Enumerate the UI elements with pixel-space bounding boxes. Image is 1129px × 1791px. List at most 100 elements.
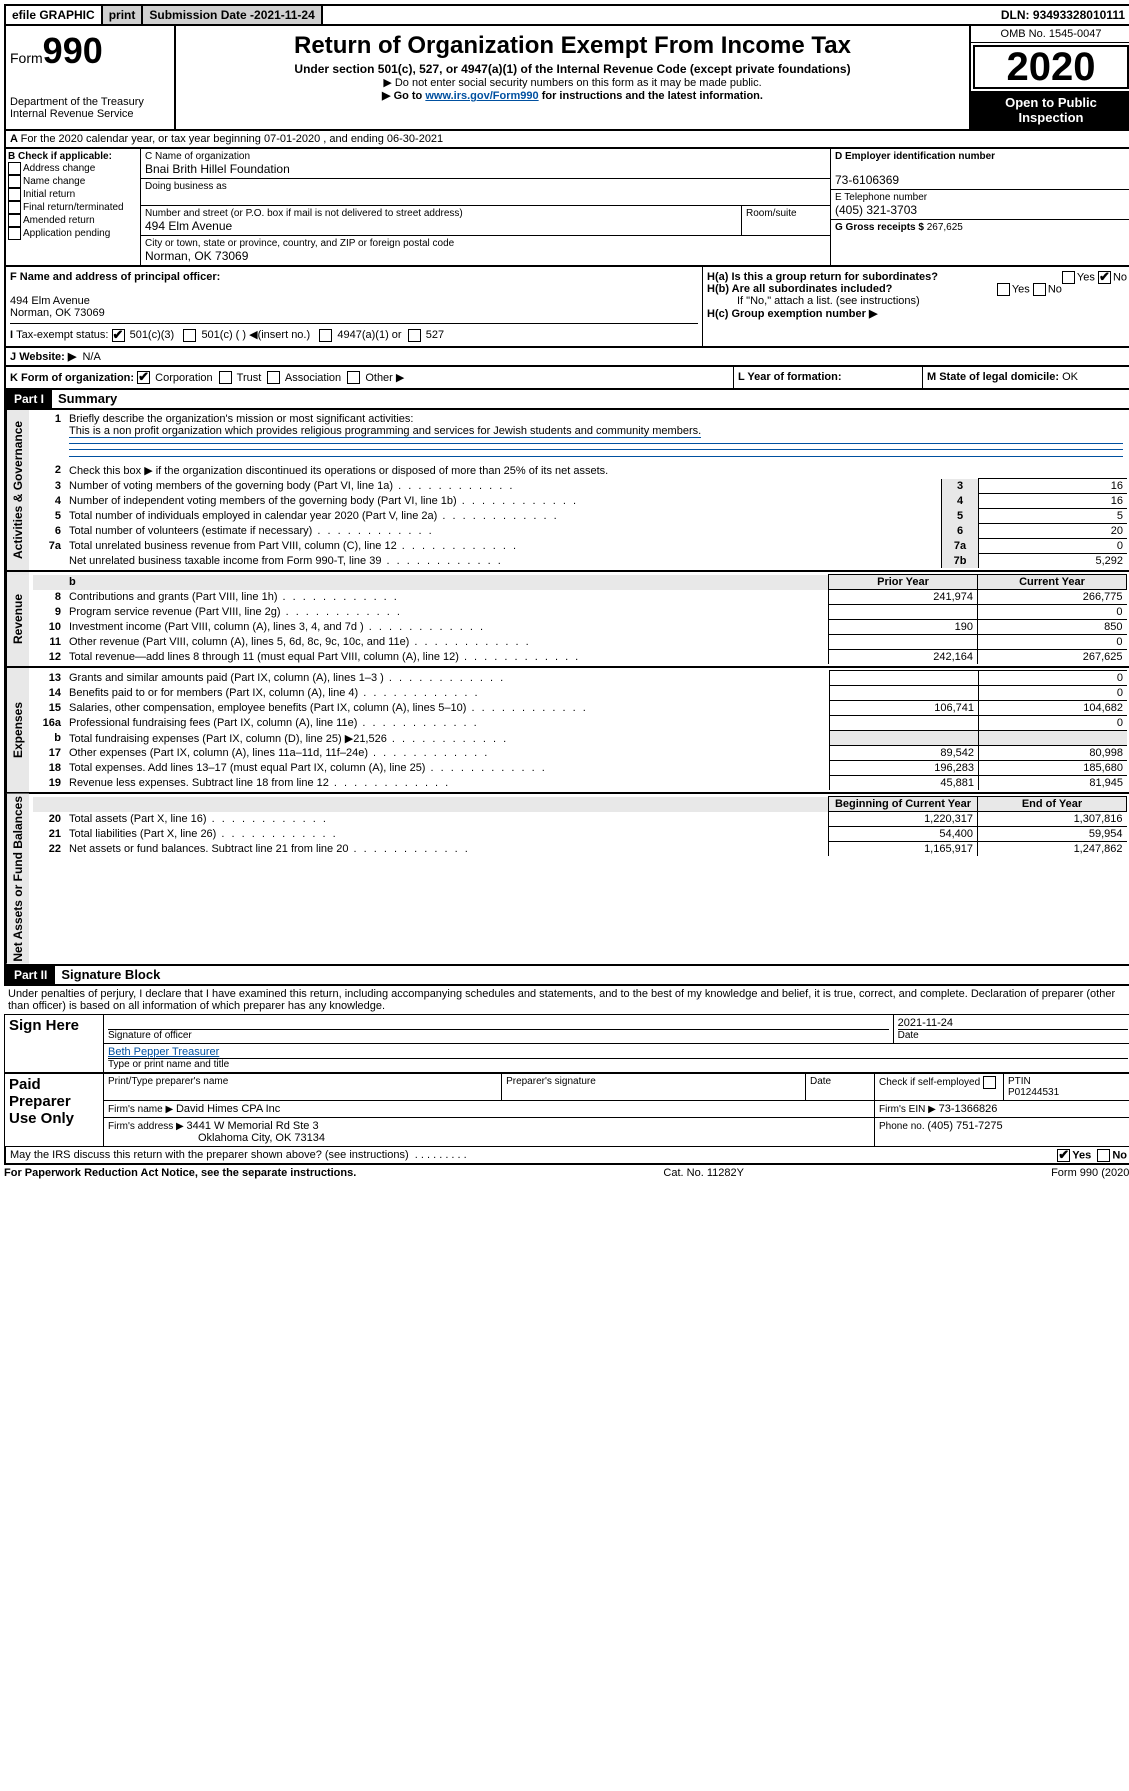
line-j-website: J Website: ▶ N/A — [4, 348, 1129, 367]
top-bar: efile GRAPHIC print Submission Date - 20… — [4, 4, 1129, 26]
phone-value: (405) 321-3703 — [835, 203, 917, 217]
page-footer: For Paperwork Reduction Act Notice, see … — [4, 1165, 1129, 1181]
data-row: 5Total number of individuals employed in… — [33, 509, 1127, 524]
cb-final-return[interactable] — [8, 201, 21, 214]
preparer-table: Paid Preparer Use Only Print/Type prepar… — [4, 1073, 1129, 1147]
firm-name: David Himes CPA Inc — [176, 1103, 280, 1115]
cb-ha-yes[interactable] — [1062, 271, 1075, 284]
cb-initial-return[interactable] — [8, 188, 21, 201]
cb-amended[interactable] — [8, 214, 21, 227]
cb-trust[interactable] — [219, 371, 232, 384]
ein-value: 73-6106369 — [835, 173, 899, 187]
sign-here-label: Sign Here — [5, 1014, 104, 1072]
part1-governance: Activities & Governance 1Briefly describ… — [4, 410, 1129, 572]
part1-expenses: Expenses 13Grants and similar amounts pa… — [4, 668, 1129, 794]
side-netassets: Net Assets or Fund Balances — [6, 794, 29, 964]
cb-527[interactable] — [408, 329, 421, 342]
data-row: 13Grants and similar amounts paid (Part … — [33, 671, 1127, 686]
irs-label: Internal Revenue Service — [10, 108, 170, 120]
data-row: bTotal fundraising expenses (Part IX, co… — [33, 731, 1127, 746]
box-b: B Check if applicable: Address change Na… — [6, 149, 141, 265]
cb-self-employed[interactable] — [983, 1076, 996, 1089]
irs-link[interactable]: www.irs.gov/Form990 — [425, 90, 538, 102]
line-a-tax-year: A For the 2020 calendar year, or tax yea… — [4, 131, 1129, 149]
submission-date: Submission Date - 2021-11-24 — [143, 6, 322, 24]
cb-discuss-no[interactable] — [1097, 1149, 1110, 1162]
cb-501c[interactable] — [183, 329, 196, 342]
dept-treasury: Department of the Treasury — [10, 96, 170, 108]
org-name: Bnai Brith Hillel Foundation — [145, 162, 290, 176]
ptin-value: P01244531 — [1008, 1087, 1059, 1098]
officer-name-link[interactable]: Beth Pepper Treasurer — [108, 1046, 219, 1058]
cb-app-pending[interactable] — [8, 227, 21, 240]
officer-addr2: Norman, OK 73069 — [10, 307, 105, 319]
open-public-badge: Open to Public Inspection — [971, 91, 1129, 129]
data-row: 9Program service revenue (Part VIII, lin… — [33, 605, 1127, 620]
data-row: 3Number of voting members of the governi… — [33, 479, 1127, 494]
cb-ha-no[interactable] — [1098, 271, 1111, 284]
box-c: C Name of organizationBnai Brith Hillel … — [141, 149, 830, 265]
data-row: 18Total expenses. Add lines 13–17 (must … — [33, 761, 1127, 776]
subtitle-2: ▶ Do not enter social security numbers o… — [180, 76, 965, 89]
paid-preparer-label: Paid Preparer Use Only — [5, 1073, 104, 1146]
form-number: Form990 — [10, 30, 170, 72]
mission-text: This is a non profit organization which … — [69, 425, 701, 438]
form-title: Return of Organization Exempt From Incom… — [180, 32, 965, 60]
efile-label: efile GRAPHIC — [6, 6, 103, 24]
cb-discuss-yes[interactable] — [1057, 1149, 1070, 1162]
firm-addr: 3441 W Memorial Rd Ste 3 — [187, 1120, 319, 1132]
data-row: 14Benefits paid to or for members (Part … — [33, 686, 1127, 701]
cb-hb-yes[interactable] — [997, 283, 1010, 296]
signature-table: Sign Here Signature of officer 2021-11-2… — [4, 1014, 1129, 1073]
data-row: 21Total liabilities (Part X, line 26)54,… — [33, 827, 1127, 842]
section-bcdeg: B Check if applicable: Address change Na… — [4, 149, 1129, 267]
part1-header: Part ISummary — [4, 390, 1129, 410]
discuss-row: May the IRS discuss this return with the… — [4, 1147, 1129, 1165]
dln: DLN: 93493328010111 — [995, 6, 1129, 24]
cb-4947[interactable] — [319, 329, 332, 342]
data-row: 6Total number of volunteers (estimate if… — [33, 524, 1127, 539]
data-row: 7aTotal unrelated business revenue from … — [33, 539, 1127, 554]
part1-revenue: Revenue bPrior YearCurrent Year 8Contrib… — [4, 572, 1129, 668]
part1-netassets: Net Assets or Fund Balances Beginning of… — [4, 794, 1129, 966]
omb-number: OMB No. 1545-0047 — [971, 26, 1129, 43]
data-row: 17Other expenses (Part IX, column (A), l… — [33, 746, 1127, 761]
data-row: 22Net assets or fund balances. Subtract … — [33, 842, 1127, 857]
street-address: 494 Elm Avenue — [145, 219, 232, 233]
data-row: 16aProfessional fundraising fees (Part I… — [33, 716, 1127, 731]
city-state-zip: Norman, OK 73069 — [145, 249, 248, 263]
cb-other[interactable] — [347, 371, 360, 384]
firm-phone: (405) 751-7275 — [927, 1120, 1002, 1132]
data-row: 15Salaries, other compensation, employee… — [33, 701, 1127, 716]
side-expenses: Expenses — [6, 668, 29, 792]
data-row: 10Investment income (Part VIII, column (… — [33, 620, 1127, 635]
print-button[interactable]: print — [103, 6, 144, 24]
data-row: 8Contributions and grants (Part VIII, li… — [33, 590, 1127, 605]
subtitle-1: Under section 501(c), 527, or 4947(a)(1)… — [180, 62, 965, 76]
data-row: Net unrelated business taxable income fr… — [33, 554, 1127, 569]
data-row: 19Revenue less expenses. Subtract line 1… — [33, 776, 1127, 791]
cb-501c3[interactable] — [112, 329, 125, 342]
tax-year: 2020 — [973, 45, 1129, 89]
cb-assoc[interactable] — [267, 371, 280, 384]
perjury-declaration: Under penalties of perjury, I declare th… — [4, 986, 1129, 1014]
section-fh: F Name and address of principal officer:… — [4, 267, 1129, 348]
officer-addr1: 494 Elm Avenue — [10, 295, 90, 307]
cb-address-change[interactable] — [8, 162, 21, 175]
cb-corp[interactable] — [137, 371, 150, 384]
form-header: Form990 Department of the Treasury Inter… — [4, 26, 1129, 131]
data-row: 20Total assets (Part X, line 16)1,220,31… — [33, 812, 1127, 827]
box-deg: D Employer identification number73-61063… — [830, 149, 1129, 265]
side-governance: Activities & Governance — [6, 410, 29, 570]
part2-header: Part IISignature Block — [4, 966, 1129, 986]
side-revenue: Revenue — [6, 572, 29, 666]
firm-ein: 73-1366826 — [939, 1103, 998, 1115]
cb-hb-no[interactable] — [1033, 283, 1046, 296]
data-row: 11Other revenue (Part VIII, column (A), … — [33, 635, 1127, 650]
subtitle-3: ▶ Go to www.irs.gov/Form990 for instruct… — [180, 89, 965, 102]
data-row: 4Number of independent voting members of… — [33, 494, 1127, 509]
line-klm: K Form of organization: Corporation Trus… — [4, 367, 1129, 391]
gross-receipts: 267,625 — [927, 222, 963, 233]
data-row: 12Total revenue—add lines 8 through 11 (… — [33, 650, 1127, 665]
cb-name-change[interactable] — [8, 175, 21, 188]
